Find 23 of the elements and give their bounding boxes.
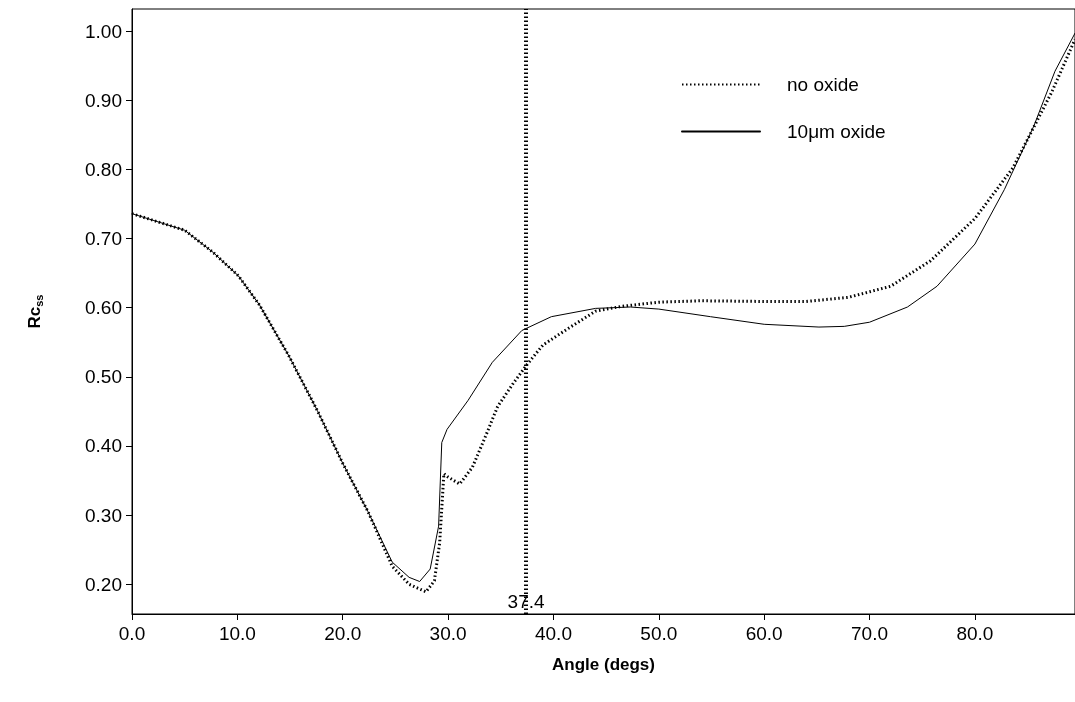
y-axis-title: Rcss: [25, 294, 45, 329]
y-tick-label: 0.40: [85, 435, 122, 457]
y-tick-label: 0.90: [85, 89, 122, 111]
y-tick-label: 0.70: [85, 228, 122, 250]
x-tick-label: 40.0: [534, 623, 572, 644]
x-tick-label: 70.0: [851, 623, 889, 644]
y-tick-label: 0.20: [85, 573, 122, 595]
y-tick-label: 0.30: [85, 504, 122, 526]
x-tick-label: 80.0: [956, 623, 994, 644]
y-tick-label: 0.60: [85, 297, 122, 319]
y-tick-label: 0.50: [85, 366, 122, 388]
x-tick-label: 50.0: [640, 623, 678, 644]
x-tick-label: 20.0: [324, 623, 362, 644]
x-tick-label: 30.0: [429, 623, 467, 644]
y-tick-label: 0.80: [85, 158, 122, 180]
legend-label: no oxide: [787, 74, 859, 95]
ref-line-label: 37.4: [507, 591, 545, 612]
x-tick-label: 60.0: [745, 623, 783, 644]
x-tick-label: 10.0: [218, 623, 256, 644]
x-axis-title: Angle (degs): [552, 655, 655, 674]
x-tick-label: 0.0: [118, 623, 146, 644]
legend-label: 10μm oxide: [787, 121, 886, 142]
y-tick-label: 1.00: [85, 20, 122, 42]
